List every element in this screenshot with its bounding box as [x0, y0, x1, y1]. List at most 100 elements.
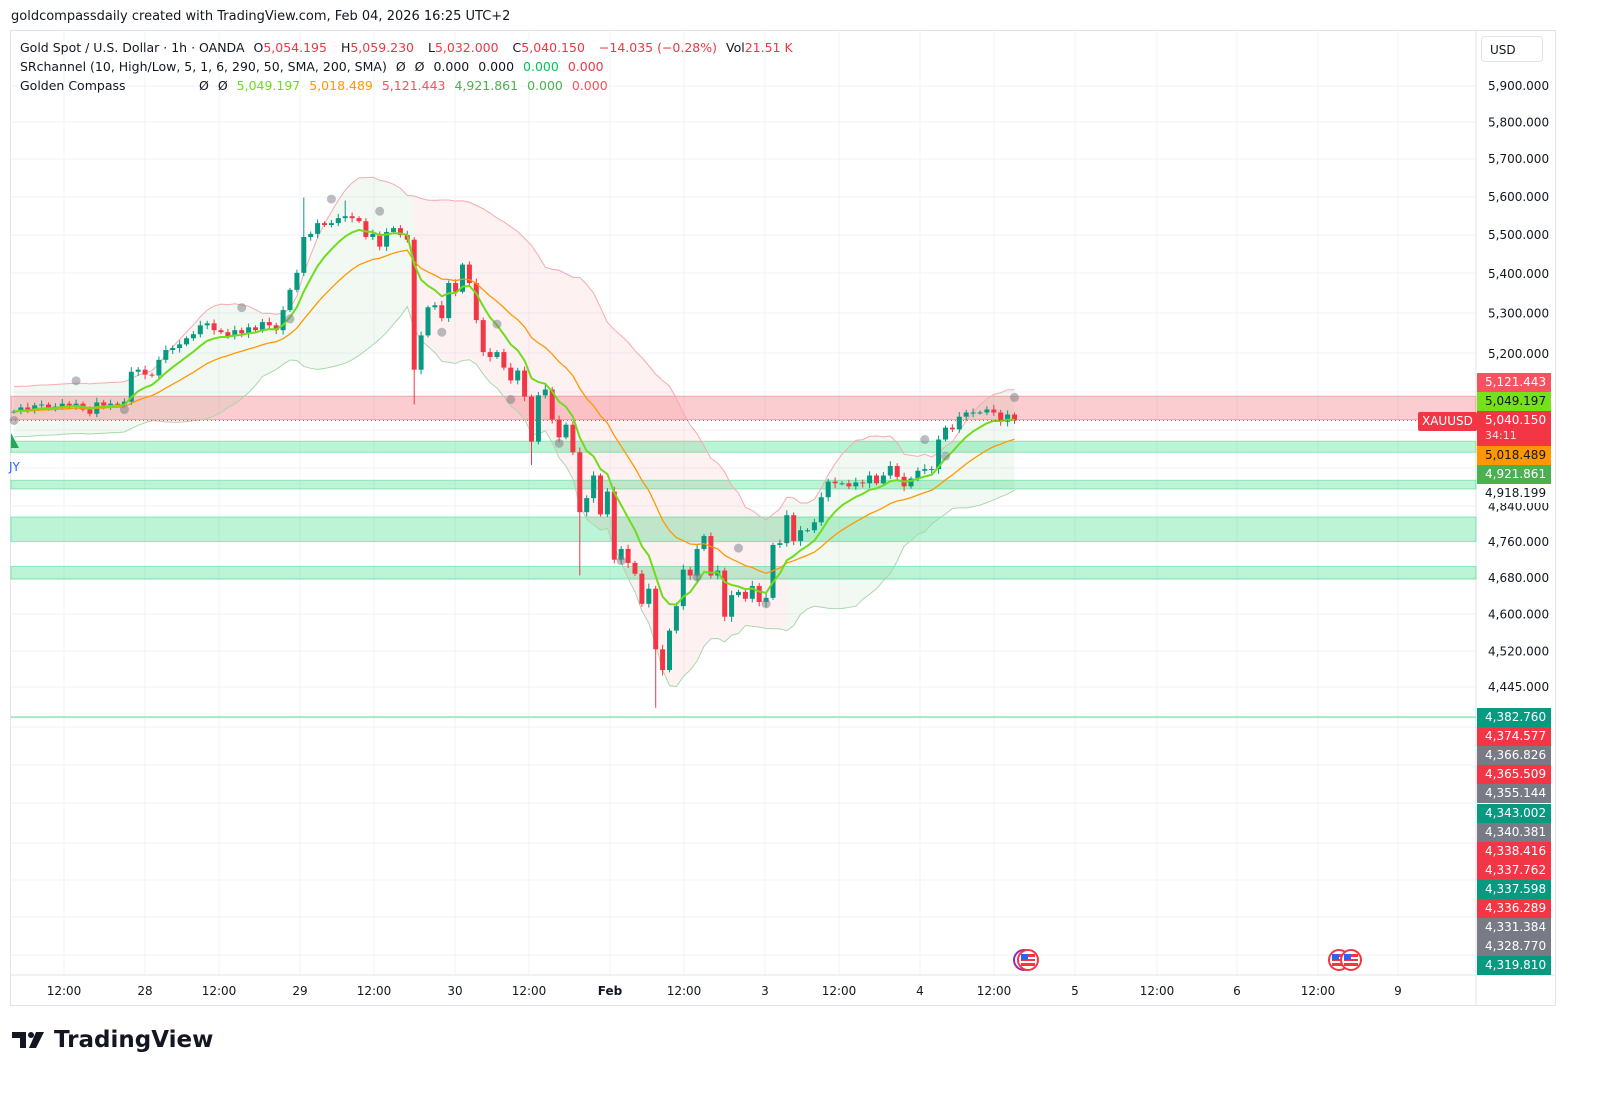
band-fill	[331, 200, 339, 367]
buy-arrow-icon	[11, 433, 19, 448]
candle-body	[287, 289, 293, 311]
candle-body	[439, 305, 445, 319]
candle	[577, 447, 583, 576]
band-fill	[434, 200, 442, 362]
time-tick-label: 9	[1394, 984, 1402, 998]
chart-pane[interactable]	[10, 30, 1556, 1006]
candle-body	[446, 283, 452, 319]
srchannel-name[interactable]: SRchannel (10, High/Low, 5, 1, 6, 290, 5…	[20, 59, 387, 74]
candle-body	[708, 536, 714, 576]
candle	[667, 628, 672, 673]
tradingview-logo-icon	[12, 1032, 44, 1048]
candle	[632, 560, 638, 576]
open-label: O	[253, 40, 264, 55]
band-fill	[193, 316, 201, 421]
candle-body	[894, 466, 900, 477]
support-zone	[10, 479, 1477, 490]
candle-body	[970, 412, 976, 414]
band-fill	[248, 306, 256, 393]
candle-body	[846, 483, 852, 487]
band-fill	[510, 226, 518, 412]
time-tick-label: 12:00	[357, 984, 392, 998]
candle-body	[508, 367, 514, 381]
band-fill	[855, 439, 863, 607]
price-badge: 4,918.199	[1477, 484, 1551, 503]
us-event-flag-icon[interactable]	[1340, 949, 1362, 971]
pivot-marker	[285, 314, 295, 324]
candle	[515, 367, 521, 385]
candle	[294, 269, 300, 293]
level-price-badge: 4,336.289	[1477, 899, 1551, 918]
golden-compass-name[interactable]: Golden Compass	[20, 78, 126, 93]
candle-body	[598, 475, 603, 515]
candle-body	[115, 403, 120, 405]
time-tick-label: 28	[137, 984, 152, 998]
candle	[708, 532, 714, 579]
candle-body	[694, 548, 700, 576]
currency-selector[interactable]: USD	[1481, 36, 1543, 62]
candle	[639, 570, 645, 607]
candle	[301, 197, 307, 276]
candle	[811, 518, 817, 534]
level-price-badge: 4,319.810	[1477, 956, 1551, 976]
candle-body	[722, 570, 728, 617]
golden-compass-legend: Golden Compass Ø Ø 5,049.197 5,018.489 5…	[20, 78, 613, 93]
tradingview-logo[interactable]: TradingView	[12, 1027, 213, 1053]
flag-stripe	[1344, 961, 1358, 963]
band-fill	[973, 405, 980, 507]
candle-body	[135, 369, 141, 372]
candle-body	[522, 370, 528, 397]
candle-body	[570, 424, 576, 453]
band-fill	[455, 200, 463, 364]
band-fill	[828, 463, 836, 609]
band-fill	[352, 177, 359, 360]
flag-stripe	[1021, 961, 1035, 963]
candle-body	[121, 401, 127, 405]
candle	[625, 544, 631, 568]
gc-fast-value: 5,049.197	[236, 78, 301, 93]
candle-body	[246, 327, 252, 334]
candle-body	[646, 588, 652, 604]
candle	[190, 330, 196, 341]
candle-body	[742, 591, 748, 599]
band-fill	[186, 324, 194, 422]
candle-body	[756, 585, 762, 602]
candle	[991, 404, 997, 416]
us-event-flag-icon[interactable]	[1017, 949, 1039, 971]
gc-lower-value: 4,921.861	[454, 78, 519, 93]
candle-body	[915, 470, 921, 479]
candle-body	[887, 466, 893, 476]
pivot-marker	[941, 451, 950, 461]
candle	[163, 345, 169, 364]
candle-body	[391, 228, 396, 232]
candle	[929, 466, 935, 474]
symbol-title[interactable]: Gold Spot / U.S. Dollar · 1h · OANDA	[20, 40, 245, 55]
candle	[108, 399, 114, 411]
band-fill	[165, 346, 173, 423]
candle-body	[384, 231, 390, 247]
candle-body	[853, 482, 859, 487]
band-fill	[621, 335, 629, 579]
level-price-badge: 4,355.144	[1477, 784, 1551, 804]
candle	[584, 495, 590, 517]
time-tick-label: 12:00	[667, 984, 702, 998]
bar-countdown: 34:11	[1485, 429, 1517, 442]
candle	[846, 479, 852, 490]
pivot-marker	[761, 599, 771, 609]
pivot-marker	[71, 376, 81, 386]
candle	[860, 479, 866, 488]
candle-body	[397, 228, 403, 236]
candle-body	[232, 330, 238, 337]
flag-stripe	[1332, 961, 1346, 963]
candle	[494, 350, 500, 359]
price-tick-label: 5,400.000	[1488, 267, 1549, 281]
candle	[170, 345, 176, 354]
candle	[218, 328, 224, 335]
slow-ma-line	[13, 249, 1015, 575]
candle-body	[301, 236, 307, 273]
price-tick-label: 5,800.000	[1488, 115, 1549, 129]
candle-body	[977, 412, 983, 414]
candle-body	[880, 475, 886, 484]
candle	[805, 528, 810, 533]
